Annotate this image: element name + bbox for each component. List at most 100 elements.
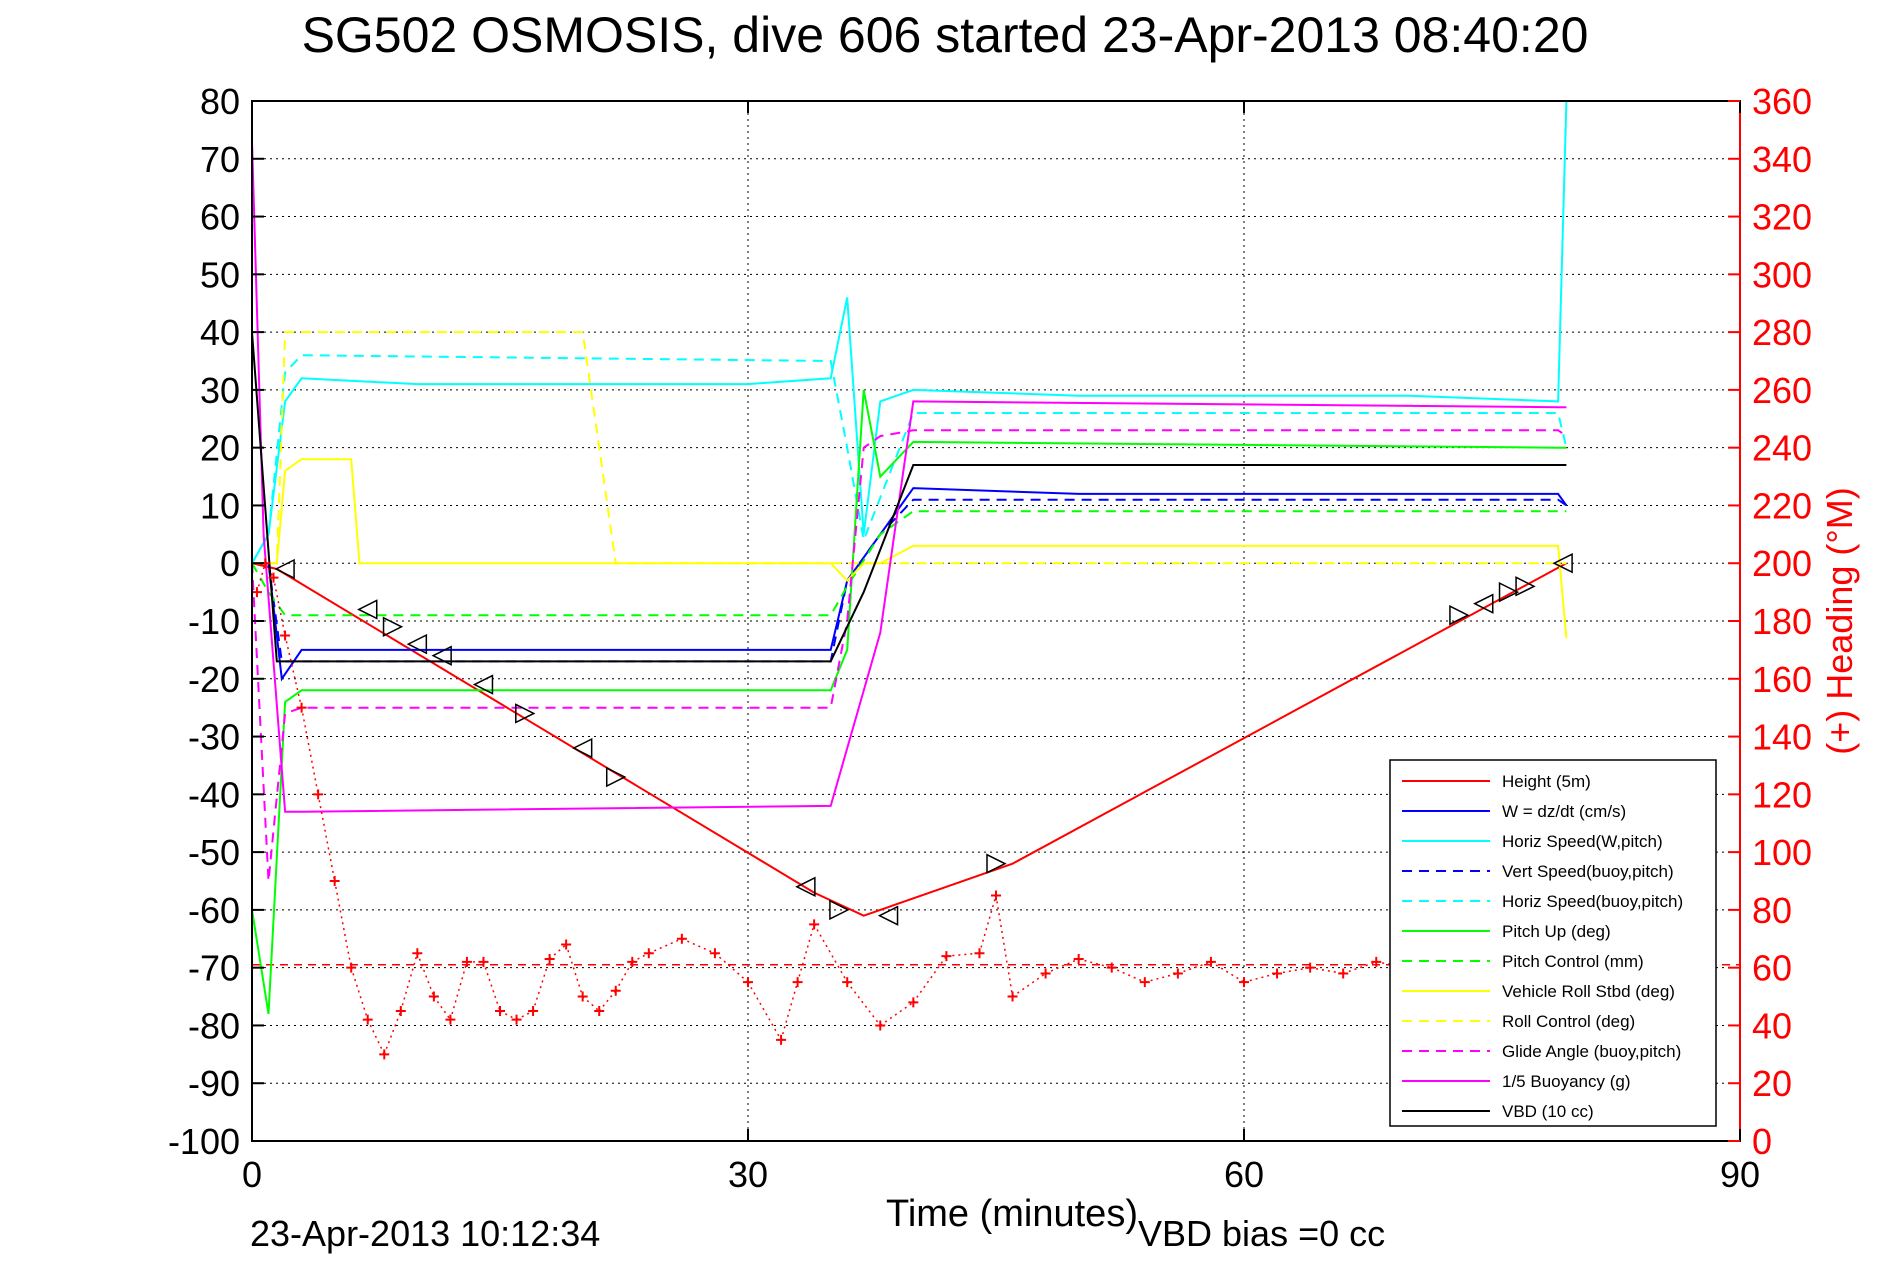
x-tick-label: 0 (242, 1154, 262, 1195)
heading-point (511, 1014, 522, 1025)
axis-ticks: 0 30 60 9080706050403020100-10-20-30-40-50-… (168, 81, 1812, 1195)
direction-marker (877, 905, 899, 926)
y-tick-label: -60 (188, 890, 240, 931)
heading-point (280, 630, 291, 641)
grid-lines (252, 101, 1740, 1141)
y2-tick-label: 200 (1752, 543, 1812, 584)
direction-marker (472, 674, 494, 695)
y2-tick-label: 0 (1752, 1121, 1772, 1162)
heading-point (412, 948, 423, 959)
direction-marker (1515, 576, 1536, 597)
heading-connector (813, 923, 848, 983)
heading-connector (879, 1001, 914, 1027)
series-line-2 (251, 100, 1568, 564)
series-line-5 (251, 389, 1567, 1015)
heading-point (313, 789, 324, 800)
heading-point (610, 985, 621, 996)
heading-connector (714, 952, 749, 983)
heading-connector (1210, 961, 1245, 983)
heading-connector (995, 895, 1014, 997)
direction-marker (986, 853, 1007, 874)
heading-point (461, 956, 472, 967)
heading-connector (449, 961, 468, 1020)
y-tick-label: 30 (200, 370, 240, 411)
y2-tick-label: 280 (1752, 312, 1812, 353)
y2-tick-label: 120 (1752, 774, 1812, 815)
series-lines (251, 100, 1568, 1015)
heading-connector (681, 938, 716, 954)
y2-tick-label: 220 (1752, 485, 1812, 526)
heading-point (1106, 962, 1117, 973)
y2-axis-label: (+) Heading (°M) (1819, 487, 1860, 754)
series-line-3 (252, 498, 1567, 663)
y2-tick-label: 240 (1752, 428, 1812, 469)
heading-connector (598, 990, 617, 1012)
heading-connector (264, 562, 275, 579)
direction-marker (571, 737, 593, 759)
legend: Height (5m) W = dz/dt (cm/s) Horiz Speed(W… (1389, 759, 1717, 1127)
y2-tick-label: 340 (1752, 139, 1812, 180)
x-tick-label: 30 (728, 1154, 768, 1195)
series-line-11 (251, 332, 1567, 663)
legend-label: 1/5 Buoyancy (g) (1502, 1072, 1631, 1091)
y-tick-label: -40 (188, 774, 240, 815)
x-axis-label: Time (minutes) (886, 1193, 1138, 1235)
y-tick-label: 20 (200, 428, 240, 469)
y2-tick-label: 40 (1752, 1005, 1792, 1046)
legend-entries: Height (5m) W = dz/dt (cm/s) Horiz Speed(W… (1402, 772, 1683, 1121)
chart-title: SG502 OSMOSIS, dive 606 started 23-Apr-2… (302, 7, 1589, 63)
y-tick-label: -10 (188, 601, 240, 642)
heading-connector (1111, 966, 1146, 983)
y2-tick-label: 100 (1752, 832, 1812, 873)
y2-tick-label: 320 (1752, 197, 1812, 238)
heading-point (809, 919, 820, 930)
legend-box (1389, 759, 1717, 1127)
y-tick-label: -50 (188, 832, 240, 873)
heading-point (1007, 991, 1018, 1002)
legend-label: Horiz Speed(W,pitch) (1502, 832, 1663, 851)
series-line-8 (252, 331, 1567, 565)
direction-marker (1473, 593, 1494, 614)
direction-marker (829, 899, 850, 921)
legend-label: W = dz/dt (cm/s) (1502, 802, 1626, 821)
heading-connector (648, 938, 683, 954)
y2-tick-label: 20 (1752, 1063, 1792, 1104)
heading-connector (549, 943, 567, 960)
heading-connector (482, 961, 501, 1012)
heading-connector (272, 577, 286, 636)
heading-point (1305, 962, 1316, 973)
direction-marker (357, 599, 378, 620)
y2-tick-label: 260 (1752, 370, 1812, 411)
y2-tick-label: 140 (1752, 717, 1812, 758)
y2-tick-label: 80 (1752, 890, 1792, 931)
direction-marker (406, 633, 428, 655)
y-tick-label: 60 (200, 197, 240, 238)
y-tick-label: -70 (188, 948, 240, 989)
y-tick-label: -80 (188, 1005, 240, 1046)
direction-markers (274, 553, 1573, 926)
heading-connector (796, 924, 815, 983)
y-tick-label: 10 (200, 485, 240, 526)
heading-point (776, 1034, 787, 1045)
direction-marker (605, 766, 627, 788)
x-tick-label: 90 (1720, 1154, 1760, 1195)
footer-note: VBD bias =0 cc (1138, 1213, 1385, 1254)
footer-timestamp: 23-Apr-2013 10:12:34 (250, 1213, 600, 1254)
legend-label: Height (5m) (1502, 772, 1591, 791)
heading-connector (284, 635, 303, 708)
heading-connector (400, 953, 419, 1012)
direction-marker (1449, 605, 1470, 626)
heading-connector (1045, 958, 1079, 975)
y-tick-label: 40 (200, 312, 240, 353)
y-tick-label: -100 (168, 1121, 240, 1162)
y2-tick-label: 160 (1752, 659, 1812, 700)
x-tick-label: 60 (1224, 1154, 1264, 1195)
y2-tick-label: 360 (1752, 81, 1812, 122)
series-line-1 (252, 487, 1568, 682)
y2-tick-label: 300 (1752, 254, 1812, 295)
y-tick-label: -90 (188, 1063, 240, 1104)
heading-point (743, 977, 753, 988)
heading-connector (383, 1010, 402, 1055)
heading-connector (367, 1019, 385, 1055)
y2-tick-label: 60 (1752, 948, 1792, 989)
